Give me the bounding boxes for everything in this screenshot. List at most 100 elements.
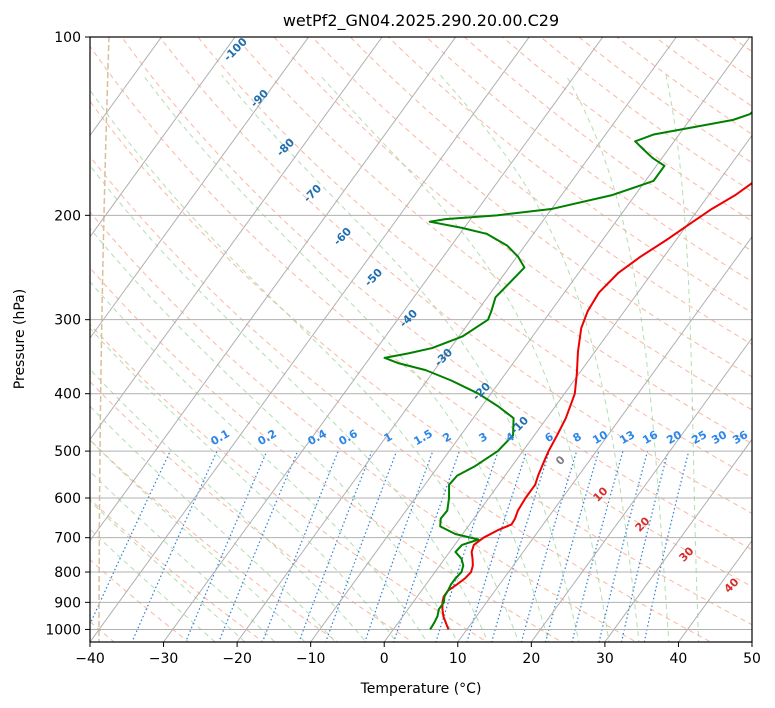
- mixing-ratio-label: 0.4: [306, 427, 330, 448]
- dry-adiabat: [159, 37, 752, 514]
- x-tick-label: 0: [380, 651, 389, 667]
- x-tick-label: 30: [596, 651, 614, 667]
- moist-adiabat: [142, 74, 550, 642]
- dry-adiabat: [90, 100, 752, 626]
- moist-adiabat: [90, 500, 246, 642]
- mixing-ratio-line: [620, 450, 669, 642]
- mixing-ratio-label: 1.5: [412, 427, 435, 448]
- mixing-ratio-label: 8: [571, 430, 584, 445]
- isotherm-label: -60: [331, 225, 354, 248]
- y-tick-label: 800: [54, 565, 81, 581]
- mixing-ratio-label: 0.1: [209, 427, 232, 448]
- dry-adiabat: [349, 37, 752, 345]
- chart-title: wetPf2_GN04.2025.290.20.00.C29: [283, 11, 559, 31]
- dry-adiabat: [730, 37, 752, 53]
- dry-adiabat: [578, 37, 752, 164]
- moist-adiabat: [319, 74, 610, 642]
- mixing-ratio-line: [643, 450, 690, 642]
- surface-isotherm-label: 10: [591, 484, 611, 504]
- x-tick-label: −20: [222, 651, 252, 667]
- isotherm-gridline: [90, 37, 383, 441]
- y-tick-label: 400: [54, 387, 81, 403]
- mixing-ratio-line: [491, 450, 550, 642]
- dry-adiabat: [654, 37, 752, 107]
- surface-isotherm-label: 20: [633, 514, 653, 534]
- isotherm-gridline: [751, 641, 752, 642]
- dry-adiabat: [387, 37, 752, 314]
- dry-adiabat: [750, 24, 775, 654]
- mixing-ratio-label: 36: [730, 428, 750, 447]
- y-tick-label: 600: [54, 491, 81, 507]
- mixing-ratio-label: 0.6: [337, 427, 361, 448]
- isotherm-gridline: [90, 37, 236, 238]
- plot-frame: [89, 36, 753, 643]
- x-tick-label: −40: [75, 651, 105, 667]
- dry-adiabat: [463, 37, 752, 252]
- mixing-ratio-line: [184, 450, 268, 642]
- dry-adiabat: [90, 380, 414, 642]
- mixing-ratio-label: 30: [709, 428, 729, 447]
- moist-adiabat: [90, 470, 276, 642]
- y-tick-label: 200: [54, 208, 81, 224]
- isotherm-gridline: [530, 337, 752, 642]
- x-axis-label: Temperature (°C): [360, 681, 482, 697]
- moist-adiabat: [665, 75, 700, 642]
- mixing-ratio-line: [544, 450, 600, 642]
- dewpoint-profile: [383, 110, 752, 630]
- isotherm-gridline: [90, 37, 457, 542]
- isotherm-label: -30: [432, 346, 455, 369]
- dry-adiabat: [90, 45, 752, 588]
- dry-adiabat: [311, 37, 752, 378]
- isotherm-gridline: [677, 539, 752, 642]
- dry-adiabat: [273, 37, 752, 411]
- x-tick-label: 50: [743, 651, 761, 667]
- mixing-ratio-line: [261, 450, 339, 642]
- isotherm-gridline: [90, 37, 310, 339]
- series-layer: [383, 110, 752, 630]
- grid-lines: [90, 37, 752, 642]
- y-axis-label: Pressure (hPa): [12, 289, 28, 389]
- isotherm-gridline: [162, 37, 604, 642]
- isotherm-label: -100: [221, 35, 250, 64]
- surface-isotherm-label: 30: [677, 544, 697, 564]
- mixing-ratio-line: [598, 450, 649, 642]
- mixing-ratio-line: [218, 450, 299, 642]
- dry-adiabat: [90, 323, 488, 642]
- moist-adiabat: [90, 281, 428, 642]
- moist-adiabat: [565, 74, 670, 642]
- mixing-ratio-label: 16: [640, 428, 660, 447]
- y-tick-label: 700: [54, 531, 81, 547]
- isotherm-gridline: [604, 438, 752, 642]
- moist-adiabat: [90, 227, 459, 642]
- x-tick-label: 10: [449, 651, 467, 667]
- mixing-ratio-line: [520, 450, 578, 642]
- isotherm-gridline: [90, 37, 163, 137]
- isotherm-gridline: [457, 235, 752, 642]
- mixing-ratio-line: [90, 450, 171, 626]
- y-tick-label: 100: [54, 30, 81, 46]
- moist-adiabat: [440, 74, 640, 642]
- moist-adiabat: [90, 405, 337, 642]
- mixing-ratio-label: 1: [382, 430, 395, 445]
- isotherm-label: -70: [301, 182, 324, 205]
- x-tick-label: −30: [149, 651, 179, 667]
- isotherm-label: -50: [362, 266, 385, 289]
- surface-isotherm-label: 0: [553, 453, 568, 468]
- mixing-ratio-label: 20: [664, 428, 684, 447]
- y-tick-label: 500: [54, 444, 81, 460]
- temperature-profile: [441, 181, 752, 630]
- mixing-ratio-line: [364, 450, 434, 642]
- x-tick-label: 20: [522, 651, 540, 667]
- y-axis: 100 200 300 400 500 600 700 800 900 1000: [45, 30, 90, 638]
- isotherm-label: -20: [470, 380, 493, 403]
- isotherm-gridline: [90, 37, 530, 642]
- isotherm-gridline: [383, 134, 752, 642]
- dry-adiabat: [235, 37, 752, 445]
- mixing-ratio-line: [131, 450, 218, 642]
- moist-adiabat: [90, 528, 216, 642]
- dry-adiabat: [90, 267, 563, 642]
- moist-adiabat: [90, 439, 306, 642]
- dry-adiabat: [121, 37, 752, 551]
- y-tick-label: 900: [54, 595, 81, 611]
